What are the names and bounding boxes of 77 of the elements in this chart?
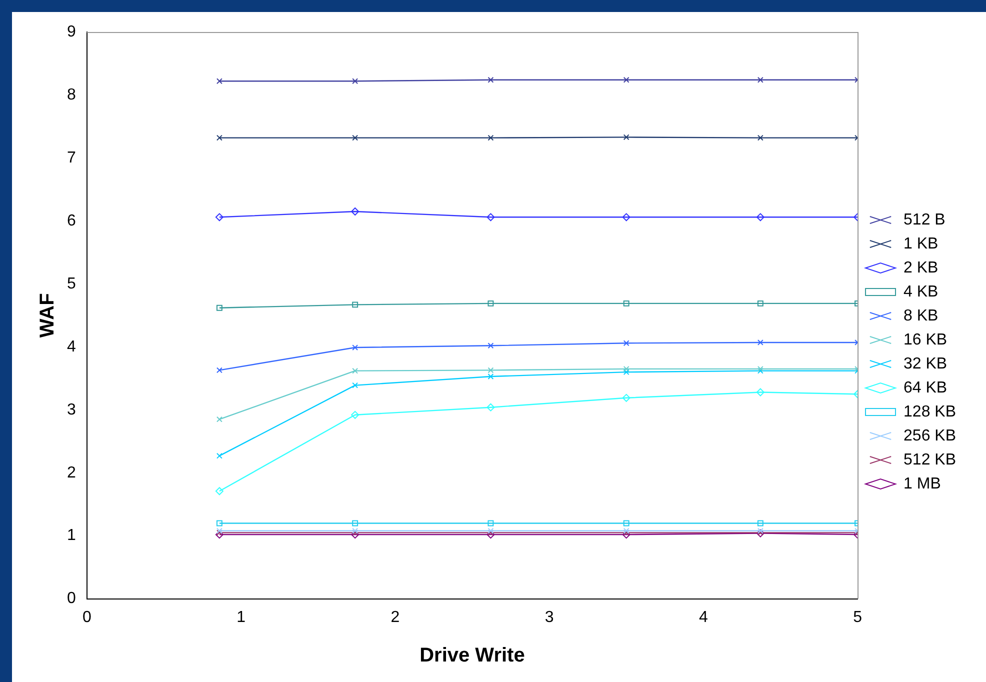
x-tick-label: 4 [698,608,708,626]
y-tick-label: 9 [66,23,76,40]
legend-label: 64 KB [904,379,948,396]
legend-label: 1 KB [904,235,938,252]
point [488,300,494,306]
point [622,394,630,402]
point [352,134,358,141]
y-tick-label: 5 [66,275,76,292]
point [216,367,222,374]
point [352,368,358,374]
point [623,366,630,372]
x-axis-title: Drive Write [420,644,525,667]
legend-label: 8 KB [904,307,938,324]
point [757,76,764,83]
point [488,342,494,349]
legend-label: 4 KB [904,283,938,300]
point [622,530,630,539]
point [756,213,764,222]
point [215,487,224,496]
point [352,302,358,308]
point [352,344,358,350]
legend-label: 16 KB [904,331,948,348]
x-tick-label: 1 [236,608,246,626]
point [756,388,764,396]
point [488,367,494,374]
legend-label: 128 KB [904,403,956,420]
point [488,134,494,141]
legend-label: 2 KB [904,259,938,276]
point [623,369,630,376]
point [351,530,360,539]
x-tick-label: 5 [853,608,862,626]
y-tick-label: 7 [66,149,76,166]
legend-label: 1 MB [904,475,941,492]
point [623,340,630,346]
point [352,382,358,388]
x-tick-label: 0 [82,608,92,626]
legend-label: 32 KB [904,355,948,372]
point [623,134,630,140]
point [215,530,224,539]
x-tick-label: 2 [390,608,400,626]
y-tick-label: 3 [66,401,76,418]
y-axis-title: WAF [36,293,59,338]
point [216,416,222,422]
point [488,374,494,380]
point [351,410,360,419]
point [757,520,764,526]
point [486,213,495,222]
point [623,76,630,83]
point [216,304,222,311]
point [623,520,630,526]
point [215,213,224,222]
y-tick-label: 1 [66,527,76,544]
legend-label: 256 KB [904,427,956,444]
point [757,340,764,346]
point [216,452,222,459]
point [622,213,630,222]
x-tick-label: 3 [544,608,554,626]
point [488,520,494,526]
point [352,78,358,84]
legend-label: 512 KB [904,451,956,468]
y-tick-label: 0 [66,590,76,608]
point [757,300,764,306]
point [351,207,360,216]
y-tick-label: 2 [66,464,76,482]
point [216,520,222,526]
point [486,403,495,412]
point [216,134,222,141]
point [757,134,764,141]
y-tick-label: 8 [66,86,76,104]
point [216,78,222,84]
legend-label: 512 B [904,211,946,228]
y-tick-label: 4 [66,338,76,356]
point [486,530,495,539]
y-tick-label: 6 [66,212,76,230]
point [488,76,494,83]
point [623,300,630,306]
point [352,520,358,526]
